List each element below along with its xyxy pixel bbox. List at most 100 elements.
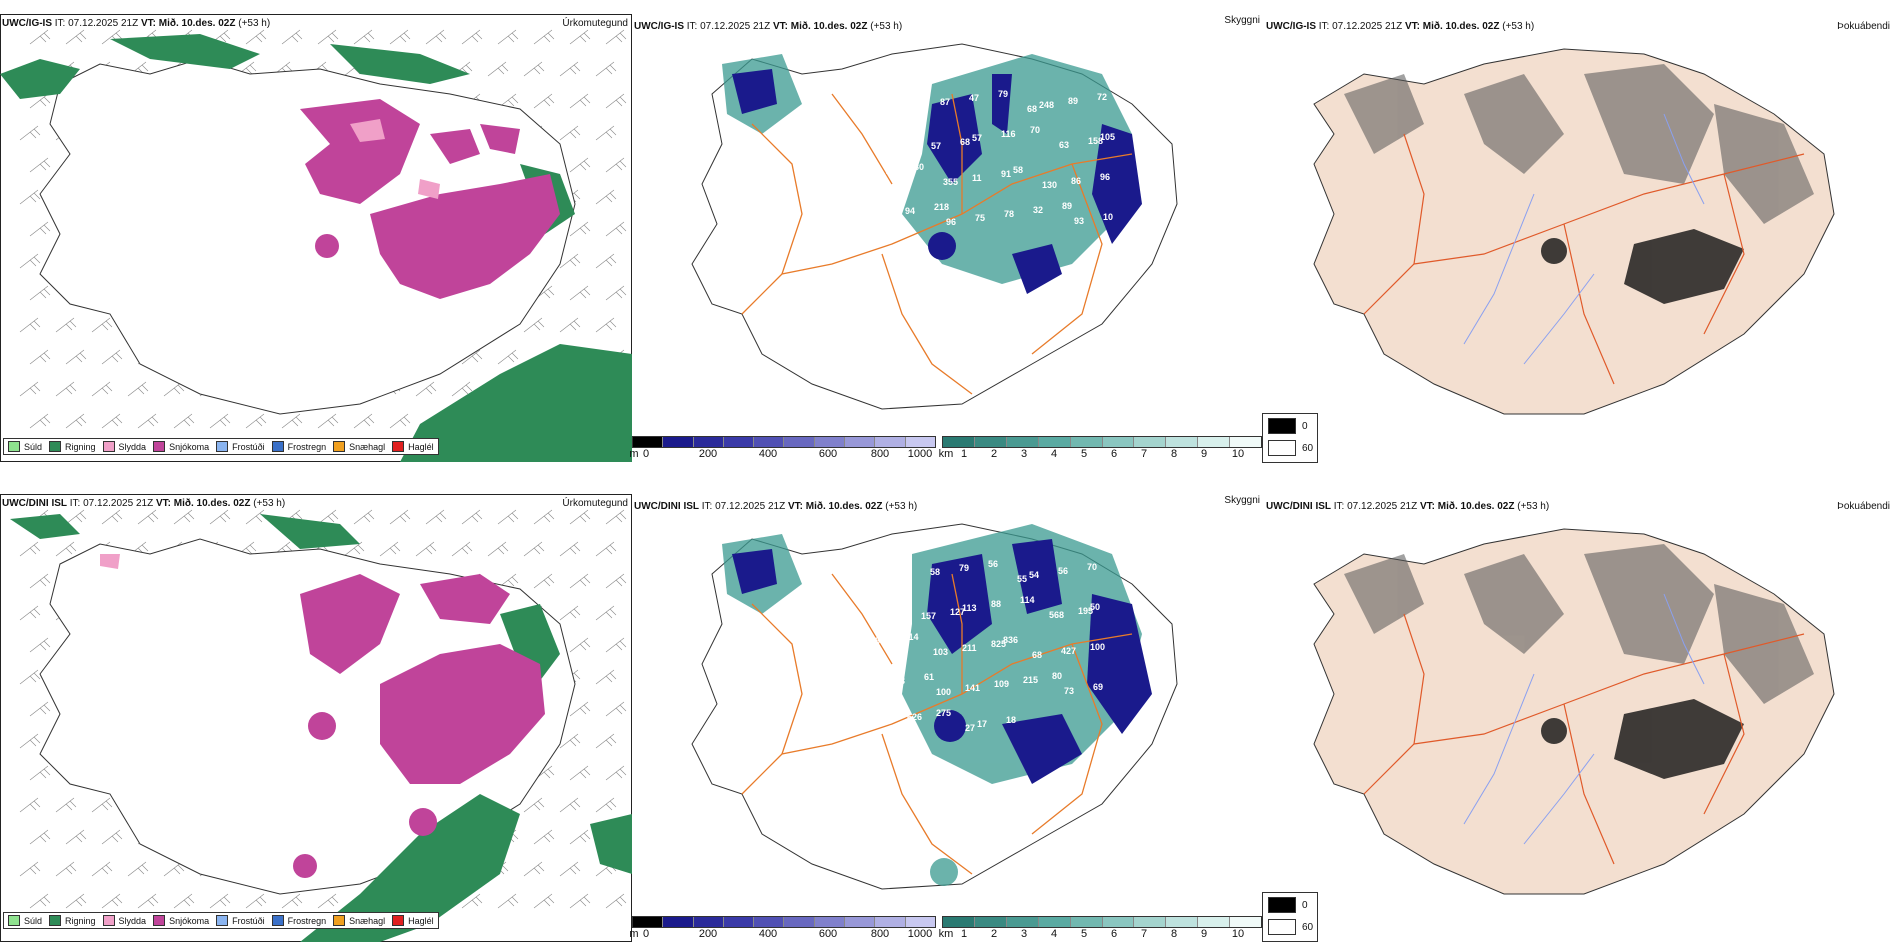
vis-value-label: 57 [972,133,982,143]
wind-barb [451,541,473,557]
vis-scale-m-bar [632,916,936,928]
wind-barb [461,893,483,909]
wind-barb [533,29,555,45]
vis-value-label: 93 [882,86,892,96]
scale-unit: km [938,448,954,460]
legend-swatch [49,915,62,926]
legend-item: Slydda [102,441,146,452]
wind-barb [29,413,51,429]
vt-label: VT: [1419,501,1435,512]
wind-barb [523,61,545,77]
vis-scale-m: m 0 200 400 600 800 1000 [629,916,937,942]
legend-swatch [333,915,346,926]
scale-unit: m [629,928,639,940]
header-bottom-visibility: UWC/DINI ISL IT: 07.12.2025 21Z VT: Mið.… [634,501,917,513]
wind-barb [65,29,87,45]
wind-barb [91,797,113,813]
legend-swatch [333,441,346,452]
wind-barb [19,381,41,397]
vis-value-label: 96 [946,217,956,227]
wind-barb [137,893,159,909]
model-name: UWC/IG-IS [1266,21,1316,32]
scale-tick: 2 [990,928,998,940]
wind-barb [19,253,41,269]
wind-barb [137,413,159,429]
scale-tick: 10 [1231,448,1245,460]
wind-barb [461,349,483,365]
scale-tick: 800 [870,448,890,460]
vis-scale-km: km 1 2 3 4 5 6 7 8 9 10 [938,436,1264,466]
scale-tick: 400 [758,448,778,460]
wind-barb [497,349,519,365]
wind-barb [19,669,41,685]
vis-value-label: 73 [911,101,921,111]
wind-barb [163,861,185,877]
wind-barb [415,541,437,557]
wind-barb [559,797,581,813]
sleet-areas [100,554,120,569]
lead-time: (+53 h) [253,498,286,509]
vis-value-label: 218 [934,202,949,212]
vis-value-label: 103 [933,647,948,657]
wind-barb [595,605,617,621]
scale-tick: 3 [1020,448,1028,460]
wind-barb [559,861,581,877]
wind-barb [497,893,519,909]
vt-value: Mið. 10.des. 02Z [805,501,883,512]
vt-label: VT: [1404,21,1420,32]
it-label: IT: [1333,501,1345,512]
legend-item: Slydda [102,915,147,926]
scale-tick: 1 [960,928,968,940]
it-value: 07.12.2025 21Z [700,21,771,32]
legend-label: Slydda [118,915,147,926]
legend-swatch [392,441,405,452]
wind-barb [569,765,591,781]
wind-barb [461,29,483,45]
wind-barb [425,509,447,525]
panel-title-precip: Úrkomutegund [562,498,628,509]
legend-label: Snæhagl [349,915,386,926]
vis-value-label: 91 [1001,169,1011,179]
precip-map-top [0,14,632,462]
legend-item: Frostregn [271,441,326,452]
vis-value-label: 80 [914,162,924,172]
vis-value-label: 61 [924,672,934,682]
fog-roads [1363,613,1805,865]
wind-barb [19,125,41,141]
wind-barb [55,317,77,333]
wind-barb [65,413,87,429]
wind-barb [281,29,303,45]
legend-item: Súld [8,915,42,926]
rain-areas [0,34,632,462]
wind-barb [379,541,401,557]
wind-barb [559,541,581,557]
fog-roads [1363,133,1805,385]
wind-barb [569,221,591,237]
scale-tick: 800 [870,928,890,940]
wind-barb [101,349,123,365]
it-value: 07.12.2025 21Z [68,18,139,29]
vis-value-label: 55 [1017,574,1027,584]
vt-label: VT: [155,498,171,509]
vis-value-label: 114 [904,632,919,642]
iceland-outline [1313,48,1835,415]
legend-label: Snæhagl [349,441,386,452]
model-name: UWC/IG-IS [634,21,684,32]
wind-barb [353,413,375,429]
legend-swatch [49,441,62,452]
legend-item: Rigning [49,915,96,926]
scale-tick: 1 [960,448,968,460]
vis-value-label: 427 [1061,646,1076,656]
scale-tick: 6 [1110,928,1118,940]
wind-barb [127,861,149,877]
wind-barb [605,893,627,909]
wind-barb [523,317,545,333]
vis-value-label: 211 [962,643,977,653]
wind-barb [65,349,87,365]
legend-label: Haglél [408,441,434,452]
vt-label: VT: [787,501,803,512]
scale-tick: 8 [1170,928,1178,940]
wind-barb [569,29,591,45]
vis-scale-m: m 0 200 400 600 800 1000 [629,436,937,466]
